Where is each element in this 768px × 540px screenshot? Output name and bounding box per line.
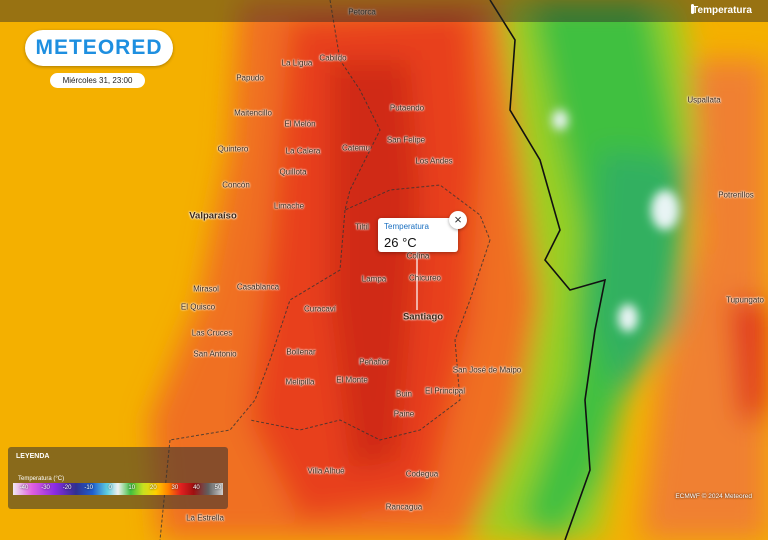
legend-tick: 30 — [171, 485, 179, 491]
thermometer-icon — [691, 4, 694, 14]
snow-peaks — [552, 110, 679, 332]
place-label: El Monte — [336, 375, 368, 385]
layer-title: Temperatura — [692, 5, 752, 16]
legend-tick: 50 — [214, 485, 222, 491]
place-label: Limache — [273, 201, 305, 211]
popup-value: 26 °C — [384, 235, 417, 250]
credit: ECMWF © 2024 Meteored — [675, 493, 752, 500]
color-scale — [13, 483, 223, 495]
place-label: Maitencillo — [234, 108, 272, 118]
place-label: Cabildo — [319, 53, 347, 63]
place-label: San José de Maipo — [452, 365, 522, 375]
place-label: Rancagua — [385, 502, 423, 512]
place-label: Paine — [393, 409, 415, 419]
legend-tick: 0 — [108, 485, 112, 491]
place-label: El Quisco — [180, 302, 216, 312]
legend-tick: 20 — [149, 485, 157, 491]
legend-subtitle: Temperatura (°C) — [18, 476, 65, 482]
place-label: Villa Alhué — [307, 466, 345, 476]
place-label: San Felipe — [386, 135, 426, 145]
place-label: La Estrella — [186, 513, 224, 523]
legend-tick: -10 — [84, 485, 93, 491]
legend-tick: -20 — [62, 485, 72, 491]
value-popup: Temperatura 26 °C — [378, 218, 458, 252]
place-label: Codegua — [405, 469, 439, 479]
place-label: Papudo — [236, 73, 264, 83]
date-label: Miércoles 31, 23:00 — [50, 73, 145, 88]
place-label: Mirasol — [193, 284, 219, 294]
close-button[interactable]: × — [449, 211, 467, 229]
place-label: Tiltil — [355, 222, 369, 232]
place-label: Buin — [395, 389, 413, 399]
popup-title: Temperatura — [384, 222, 429, 231]
place-label: Concón — [222, 180, 250, 190]
legend-tick: -30 — [41, 485, 50, 491]
place-label: Putaendo — [389, 103, 425, 113]
legend: LEYENDA Temperatura (°C) -40 -30 -20 -10 0 10… — [8, 447, 228, 509]
place-label: Casablanca — [236, 282, 280, 292]
place-label: El Principal — [424, 386, 466, 396]
place-label: Lampa — [361, 274, 387, 284]
place-label: Bollenar — [286, 347, 316, 357]
place-label: Tupungato — [726, 295, 764, 305]
legend-tick: -40 — [19, 485, 29, 491]
place-label: Peñaflor — [359, 357, 389, 367]
place-label: Quillota — [279, 167, 307, 177]
country-border — [489, 0, 607, 540]
place-label: San Antonio — [193, 349, 237, 359]
place-label: Los Andes — [415, 156, 453, 166]
legend-title: LEYENDA — [16, 453, 50, 460]
place-label: Petorca — [348, 7, 376, 17]
place-label: Las Cruces — [191, 328, 233, 338]
place-label: Uspallata — [687, 95, 721, 105]
logo[interactable]: METEORED — [25, 30, 173, 66]
place-label: Melipilla — [285, 377, 315, 387]
legend-tick: 40 — [193, 485, 200, 491]
place-label: Valparaíso — [189, 210, 237, 222]
place-label: Colina — [406, 251, 430, 261]
place-label: Potrerillos — [718, 190, 754, 200]
place-label: Santiago — [402, 311, 444, 323]
legend-tick: 10 — [128, 485, 136, 491]
place-label: Catemu — [341, 143, 371, 153]
top-bar: Temperatura — [0, 0, 768, 22]
place-label: La Ligua — [281, 58, 313, 68]
place-label: La Calera — [285, 146, 321, 156]
place-label: Quintero — [217, 144, 249, 154]
place-label: Chicureo — [408, 273, 442, 283]
place-label: Curacaví — [303, 304, 337, 314]
place-label: El Melón — [284, 119, 316, 129]
